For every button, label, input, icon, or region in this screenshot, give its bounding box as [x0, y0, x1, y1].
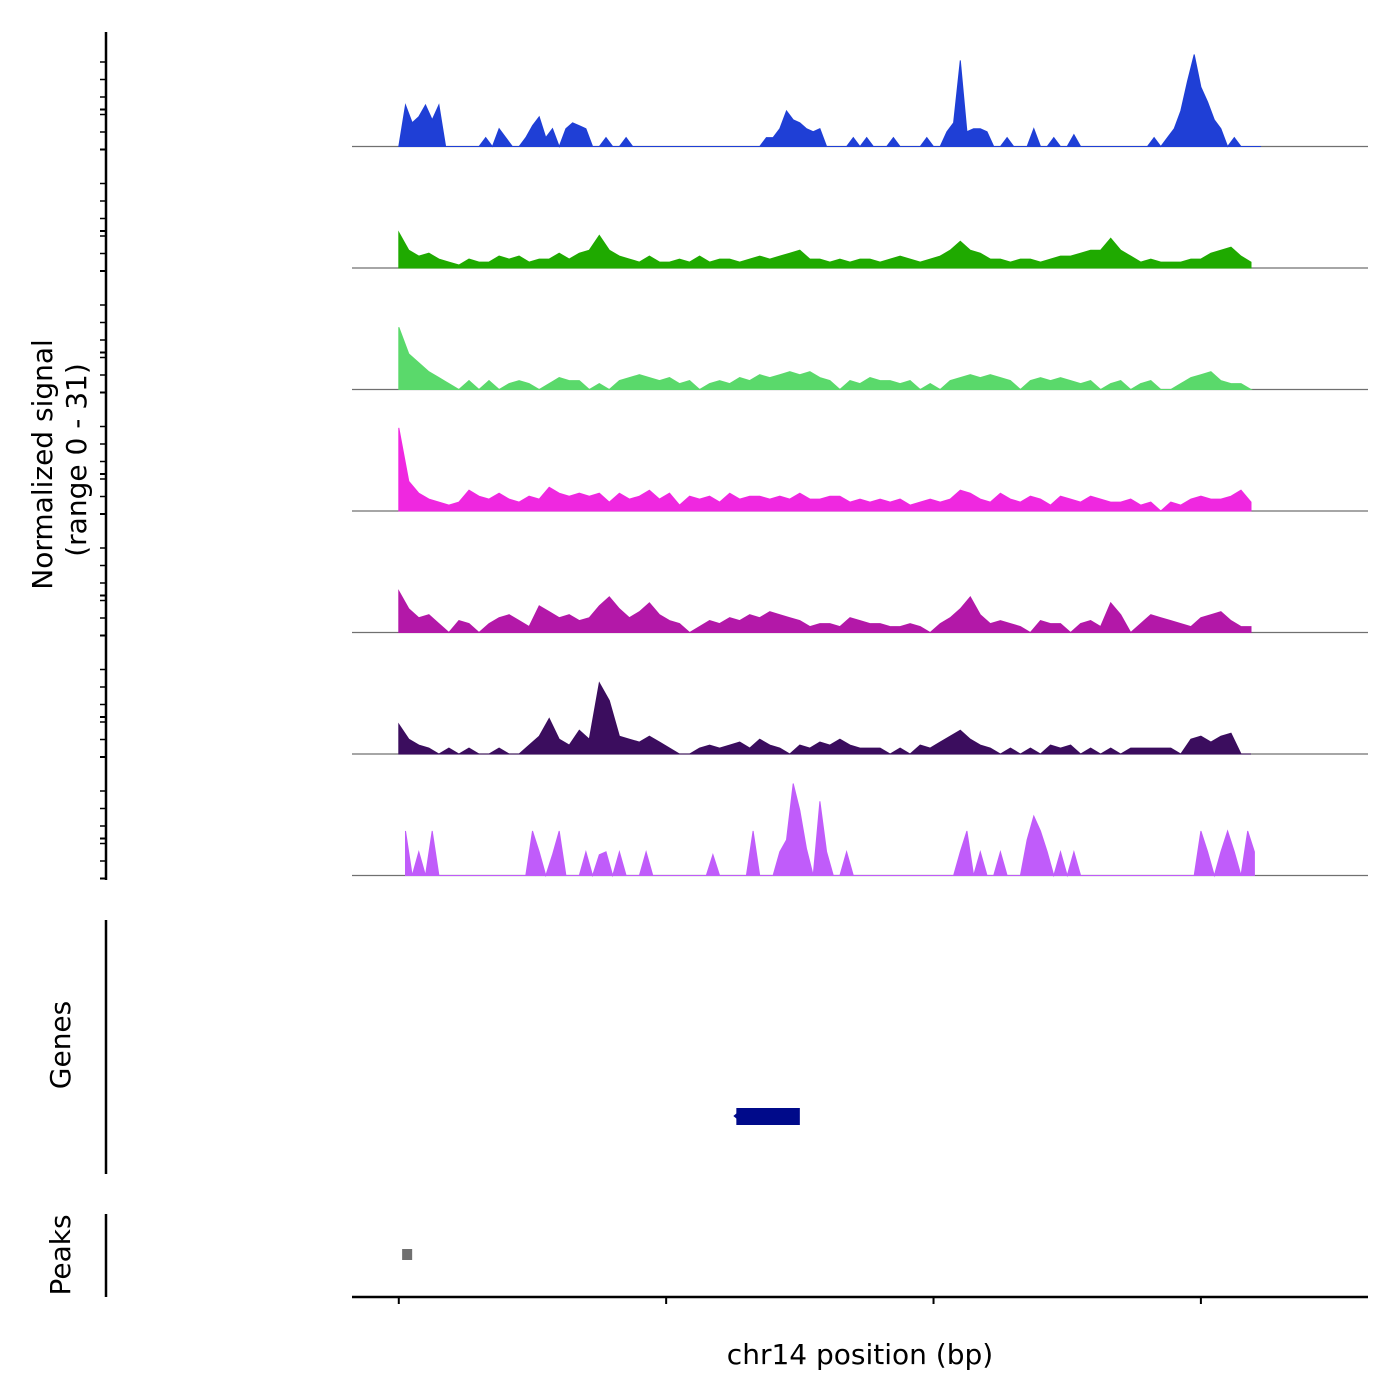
- track-area: [405, 783, 1255, 878]
- y-axis-label-line2: (range 0 - 31): [60, 363, 93, 557]
- track-upper-progenitors: [352, 327, 1368, 391]
- track-area: [398, 589, 1252, 634]
- peaks-panel: [104, 1214, 413, 1297]
- peak-mark: [402, 1249, 413, 1260]
- track-lower-progenitors: [352, 427, 1368, 512]
- axes-layer: [100, 32, 1368, 1304]
- track-dermal-papillae: [352, 54, 1368, 148]
- track-area: [398, 54, 1262, 148]
- track-intermediate: [352, 681, 1368, 755]
- track-papillary: [352, 230, 1368, 269]
- y-axis-label-line1: Normalized signal: [26, 339, 59, 590]
- track-pre-adipocytes: [352, 783, 1368, 878]
- coverage-tracks: [352, 54, 1368, 878]
- track-area: [398, 327, 1253, 391]
- genes-panel: [104, 920, 800, 1174]
- peaks-axis-label: Peaks: [44, 1214, 77, 1295]
- x-axis-label: chr14 position (bp): [727, 1338, 993, 1371]
- gene-olfr1513-bar: [736, 1108, 800, 1125]
- track-area: [398, 681, 1251, 755]
- gene-strand-arrow: [733, 1111, 740, 1121]
- y-axis-label: Normalized signal (range 0 - 31): [26, 330, 93, 589]
- track-area: [398, 427, 1252, 512]
- track-reticular: [352, 589, 1368, 634]
- genes-axis-label: Genes: [44, 1001, 77, 1089]
- track-area: [398, 230, 1252, 269]
